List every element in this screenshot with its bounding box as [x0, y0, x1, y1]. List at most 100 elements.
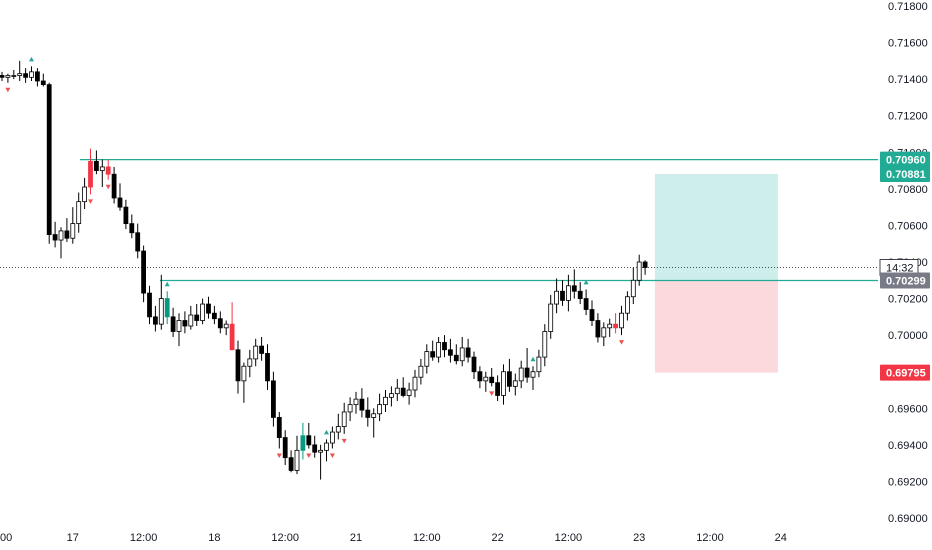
- price-badge-entry-bg: [880, 272, 930, 289]
- candle-body: [70, 223, 76, 239]
- candle-body: [442, 342, 447, 351]
- y-tick-label: 0.70200: [888, 294, 928, 306]
- candle-body: [589, 309, 595, 321]
- candle-body: [147, 292, 152, 318]
- x-tick-label: 24: [775, 532, 787, 544]
- y-tick-label: 0.71600: [888, 38, 928, 50]
- down-signal-marker: [306, 453, 312, 459]
- candle-body: [524, 367, 530, 378]
- candle-body: [465, 347, 471, 358]
- candle-body: [459, 347, 465, 362]
- candle-body: [477, 371, 483, 382]
- candle-body: [105, 166, 111, 175]
- x-tick-label: 12:00: [130, 532, 158, 544]
- candle-body: [259, 345, 265, 354]
- candle-body: [194, 314, 200, 321]
- candle-body: [123, 206, 129, 224]
- candle-body: [111, 173, 117, 199]
- candle-body: [223, 323, 229, 329]
- candle-body: [129, 223, 135, 234]
- price-badge-stop: 0.69795: [886, 368, 926, 380]
- candle-body: [217, 318, 223, 329]
- candle-body: [371, 413, 377, 418]
- x-tick-label: 18: [208, 532, 220, 544]
- candle-body: [141, 250, 147, 294]
- candle-body: [542, 331, 548, 358]
- candle-body: [211, 312, 217, 320]
- candle-body: [571, 285, 577, 292]
- up-signal-marker: [583, 279, 589, 285]
- y-tick-label: 0.69600: [888, 403, 928, 415]
- up-signal-marker: [164, 281, 170, 287]
- candle-body: [566, 285, 571, 301]
- candle-body: [200, 303, 206, 321]
- x-tick-label: 12:00: [271, 532, 299, 544]
- candle-body: [583, 298, 589, 310]
- down-signal-marker: [276, 453, 282, 459]
- candle-body: [170, 316, 176, 332]
- candle-body: [601, 327, 607, 338]
- candle-body: [5, 75, 11, 78]
- down-signal-marker: [105, 184, 111, 190]
- candle-body: [76, 201, 82, 225]
- candle-body: [324, 442, 329, 451]
- candle-body: [412, 376, 418, 391]
- candle-body: [430, 351, 436, 358]
- candle-body: [235, 349, 241, 382]
- x-tick-label: 00: [0, 532, 12, 544]
- candle-body: [335, 426, 341, 433]
- y-tick-label: 0.70600: [888, 220, 928, 232]
- candle-body: [630, 279, 636, 298]
- down-signal-marker: [5, 87, 11, 93]
- candle-body: [365, 409, 371, 418]
- candle-body: [247, 358, 253, 367]
- position-loss-zone: [654, 280, 778, 373]
- candle-body: [158, 298, 164, 325]
- candle-body: [577, 290, 583, 299]
- candle-body: [241, 365, 247, 382]
- candle-body: [607, 323, 613, 329]
- y-tick-label: 0.71800: [888, 1, 928, 13]
- candle-body: [46, 84, 52, 235]
- candle-body: [560, 290, 565, 301]
- y-tick-label: 0.69000: [888, 513, 928, 525]
- candle-body: [483, 376, 489, 382]
- candle-body: [495, 382, 501, 396]
- candle-body: [276, 417, 282, 438]
- y-tick-label: 0.69200: [888, 476, 928, 488]
- candle-body: [294, 449, 300, 471]
- candle-body: [636, 261, 642, 281]
- candle-body: [0, 75, 5, 78]
- down-signal-marker: [341, 438, 347, 444]
- countdown-badge: 14:32: [886, 262, 914, 274]
- x-tick-label: 21: [350, 532, 362, 544]
- candle-body: [288, 457, 294, 471]
- candle-body: [58, 230, 64, 241]
- candle-body: [29, 71, 34, 78]
- price-badge-upper-bg: [880, 151, 930, 168]
- up-signal-marker: [530, 356, 536, 362]
- down-signal-marker: [489, 391, 495, 396]
- candle-body: [82, 186, 87, 203]
- candle-body: [548, 303, 554, 332]
- up-signal-marker: [324, 429, 329, 435]
- candle-body: [501, 371, 506, 396]
- price-badge-upper: 0.70960: [886, 155, 926, 167]
- candle-body: [436, 342, 442, 358]
- x-tick-label: 22: [491, 532, 503, 544]
- candle-body: [152, 316, 158, 325]
- up-signal-marker: [29, 56, 34, 62]
- candle-body: [353, 398, 359, 406]
- x-tick-label: 23: [633, 532, 645, 544]
- candle-body: [182, 320, 188, 327]
- candle-body: [400, 387, 406, 396]
- candle-body: [471, 356, 477, 373]
- x-tick-label: 12:00: [555, 532, 583, 544]
- candle-body: [453, 354, 459, 362]
- candle-body: [176, 320, 182, 332]
- candle-body: [388, 393, 394, 398]
- x-tick-label: 12:00: [413, 532, 441, 544]
- candle-body: [88, 161, 93, 188]
